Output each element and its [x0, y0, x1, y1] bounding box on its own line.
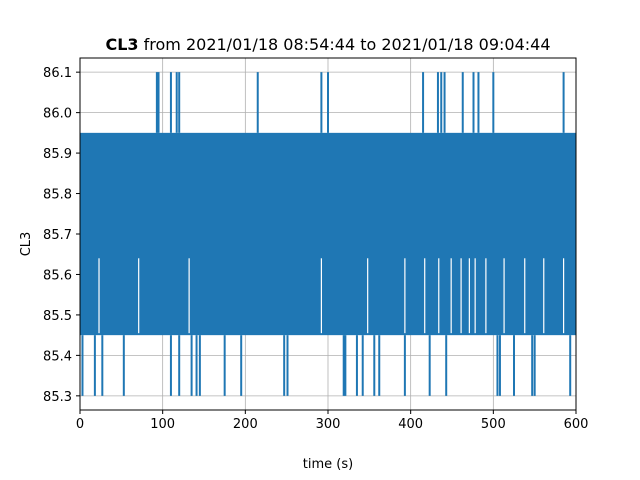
x-tick-label: 0	[76, 417, 84, 432]
x-tick-label: 400	[398, 417, 423, 432]
y-tick-label: 85.8	[43, 188, 72, 203]
x-axis-label: time (s)	[303, 457, 353, 472]
y-tick-label: 86.0	[43, 107, 72, 122]
ticks: 0 100 200 300 400 500 600 85.3 85.4 85.5 85.6 85.7 8…	[43, 66, 588, 432]
chart-title: CL3 from 2021/01/18 08:54:44 to 2021/01/…	[105, 35, 550, 54]
y-tick-label: 86.1	[43, 66, 72, 81]
y-tick-label: 85.6	[43, 268, 72, 283]
chart-title-bold: CL3	[105, 35, 138, 54]
y-tick-label: 85.3	[43, 390, 72, 405]
x-tick-label: 100	[150, 417, 175, 432]
series-band	[80, 132, 576, 336]
y-tick-label: 85.4	[43, 349, 72, 364]
y-tick-label: 85.9	[43, 147, 72, 162]
x-tick-label: 600	[564, 417, 589, 432]
plot-area	[80, 72, 576, 396]
y-tick-label: 85.7	[43, 228, 72, 243]
x-tick-label: 200	[233, 417, 258, 432]
x-tick-label: 300	[316, 417, 341, 432]
chart-title-rest: from 2021/01/18 08:54:44 to 2021/01/18 0…	[139, 35, 551, 54]
y-axis-label: CL3	[19, 232, 34, 257]
y-tick-label: 85.5	[43, 309, 72, 324]
x-tick-label: 500	[481, 417, 506, 432]
